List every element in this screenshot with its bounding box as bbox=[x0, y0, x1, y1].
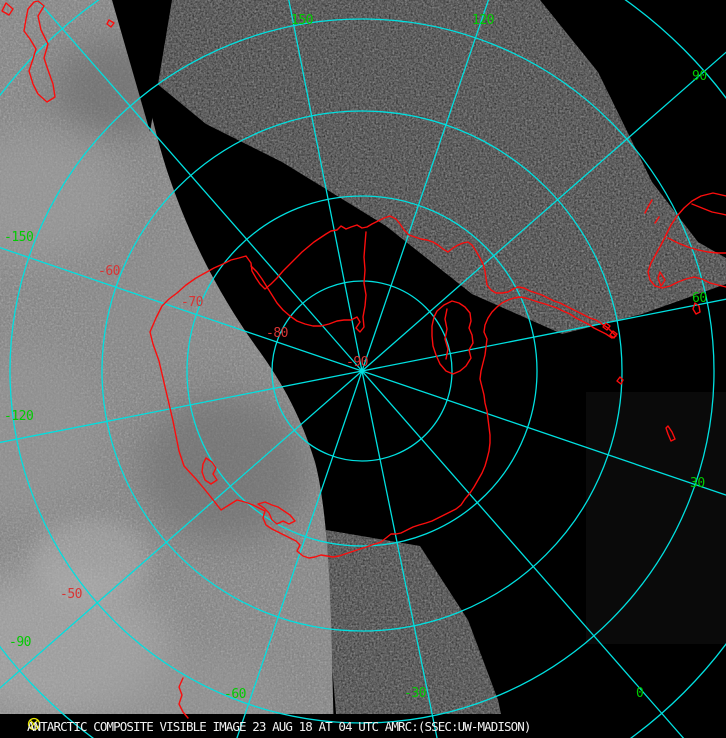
meridian-line-90 bbox=[361, 51, 726, 372]
cloud-bank bbox=[0, 130, 123, 260]
lon-label-30: 30 bbox=[690, 476, 705, 491]
lon-label-150: 150 bbox=[291, 13, 313, 28]
coastline-subantarctic-island bbox=[178, 677, 189, 719]
lon-label-90: 90 bbox=[692, 69, 707, 84]
meridian-line-30 bbox=[361, 370, 726, 496]
cloud-shade bbox=[140, 393, 310, 543]
lat-label-70s: -70 bbox=[181, 295, 203, 310]
lat-label-80s: -80 bbox=[266, 326, 288, 341]
coastline-ross-ice-shelf bbox=[250, 231, 367, 333]
coastline-antarctica bbox=[149, 215, 617, 559]
latitude-circle-70s bbox=[186, 195, 538, 547]
lon-label-60w: -60 bbox=[224, 687, 246, 702]
lat-label-pole: -90 bbox=[346, 355, 368, 370]
caption-bar bbox=[0, 714, 726, 738]
meridian-line-120w bbox=[0, 370, 363, 444]
meridian-line-120 bbox=[361, 0, 490, 372]
coastline-peninsula-islands bbox=[602, 271, 701, 442]
lon-label-0: 0 bbox=[636, 686, 643, 701]
longitude-labels: 150 120 90 60 30 0 -30 -60 -90 -120 -150 bbox=[4, 13, 707, 702]
lon-label-90w: -90 bbox=[9, 635, 31, 650]
cloud-bank bbox=[90, 240, 230, 360]
meridian-line-180 bbox=[36, 0, 363, 372]
meridian-line-0 bbox=[361, 370, 685, 738]
meridian-line-60w bbox=[236, 370, 363, 738]
meridian-line-30w bbox=[361, 370, 438, 738]
coastline-south-america bbox=[644, 192, 726, 289]
caption: ANTARCTIC COMPOSITE VISIBLE IMAGE 23 AUG… bbox=[27, 717, 531, 734]
coastline-new-zealand bbox=[1, 0, 115, 103]
coastline-west-islands bbox=[201, 457, 296, 525]
lon-label-150w: -150 bbox=[4, 230, 33, 245]
satellite-swath-dim-right bbox=[586, 392, 726, 644]
swath-gap-wedge bbox=[112, 0, 172, 132]
lon-label-120w: -120 bbox=[4, 409, 33, 424]
lon-label-60: 60 bbox=[692, 291, 707, 306]
meridian-line-150w bbox=[0, 246, 363, 372]
meridian-line-150 bbox=[288, 0, 363, 372]
lon-label-30w: -30 bbox=[404, 686, 426, 701]
image-caption-text: ANTARCTIC COMPOSITE VISIBLE IMAGE 23 AUG… bbox=[27, 719, 531, 734]
lat-label-50s: -50 bbox=[60, 587, 82, 602]
latitude-labels: -50 -60 -70 -80 -90 bbox=[60, 264, 368, 602]
coastline-alexander-island bbox=[431, 300, 474, 375]
cloud-texture-group bbox=[0, 40, 310, 738]
latitude-circle-80s bbox=[271, 280, 453, 462]
cloud-bank bbox=[0, 345, 100, 515]
meridian-line-90w bbox=[0, 370, 363, 689]
lat-label-60s: -60 bbox=[98, 264, 120, 279]
latitude-circle-50s bbox=[9, 18, 715, 724]
latitude-circle-60s bbox=[101, 110, 623, 632]
satellite-swath-dim-upper bbox=[150, 0, 726, 334]
lon-label-120: 120 bbox=[472, 13, 494, 28]
meridian-line-60 bbox=[361, 298, 726, 372]
coastlines bbox=[1, 0, 726, 719]
station-marker-icon bbox=[27, 717, 41, 731]
